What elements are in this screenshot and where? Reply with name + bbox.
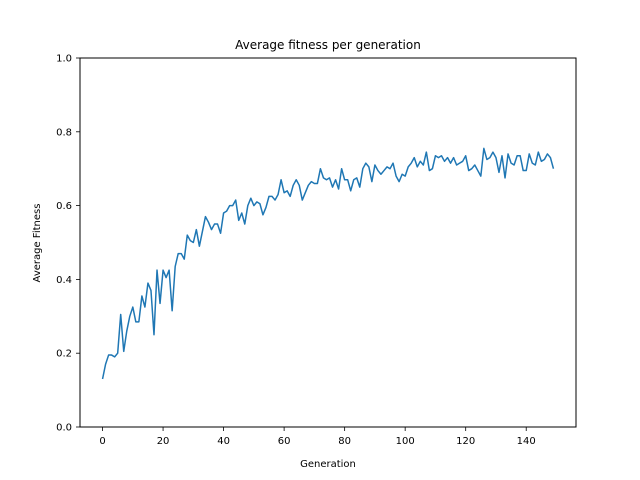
y-axis: 0.0 0.2 0.4 0.6 0.8 1.0	[56, 54, 80, 434]
series-line-0	[101, 147, 555, 380]
y-tick-label: 0.0	[56, 423, 72, 434]
x-tick-label: 140	[517, 436, 536, 447]
x-tick-label: 20	[157, 436, 170, 447]
x-axis-label: Generation	[300, 459, 356, 470]
x-tick-label: 120	[456, 436, 475, 447]
y-axis-label: Average Fitness	[32, 204, 43, 283]
y-tick-label: 0.2	[56, 349, 72, 360]
y-tick-label: 1.0	[56, 54, 72, 65]
x-axis: 0 20 40 60 80 100 120 140	[99, 427, 536, 447]
x-tick-label: 0	[99, 436, 105, 447]
y-tick-label: 0.8	[56, 127, 72, 138]
plot-area	[101, 147, 555, 380]
y-tick-label: 0.4	[56, 275, 72, 286]
x-tick-label: 80	[338, 436, 351, 447]
plot-frame	[79, 57, 577, 428]
x-tick-label: 60	[278, 436, 291, 447]
x-tick-label: 100	[396, 436, 415, 447]
chart-title: Average fitness per generation	[235, 38, 421, 52]
y-tick-label: 0.6	[56, 201, 72, 212]
x-tick-label: 40	[217, 436, 230, 447]
